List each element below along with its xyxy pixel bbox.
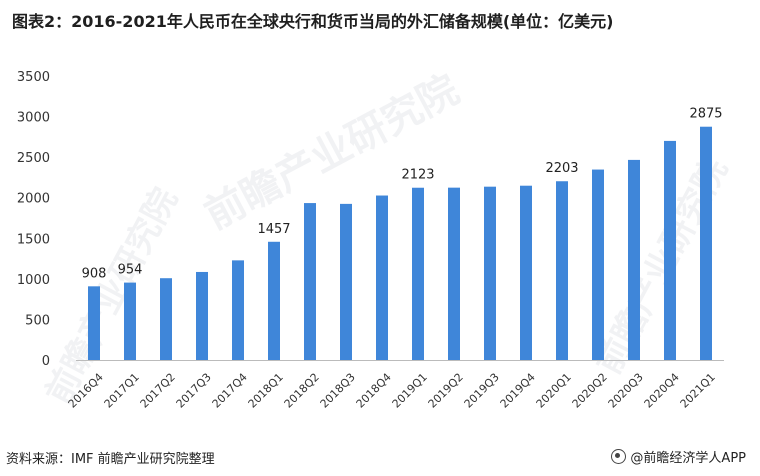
x-tick-label: 2019Q4 [498,371,538,411]
data-label: 1457 [257,222,290,237]
bar [592,169,604,360]
x-tick-label: 2016Q4 [66,371,106,411]
brand-logo-icon [611,449,627,464]
bar [340,203,352,360]
x-tick-label: 2017Q1 [102,371,142,411]
bar [124,282,136,360]
data-label: 908 [82,266,107,281]
bar [520,185,532,360]
y-tick-label: 3000 [17,111,50,126]
bar [232,260,244,360]
x-tick-label: 2018Q1 [246,371,286,411]
x-tick-label: 2018Q4 [354,371,394,411]
data-label: 2123 [401,168,434,183]
x-tick-label: 2018Q3 [318,371,358,411]
bar [628,159,640,360]
x-tick-label: 2018Q2 [282,371,322,411]
x-tick-label: 2019Q1 [390,371,430,411]
y-tick-label: 0 [42,354,50,369]
x-tick-label: 2019Q2 [426,371,466,411]
bar [412,187,424,360]
y-tick-label: 500 [25,313,50,328]
x-tick-label: 2021Q1 [678,371,718,411]
bar [268,241,280,360]
y-tick-label: 2000 [17,192,50,207]
x-tick-label: 2020Q4 [642,371,682,411]
x-tick-label: 2020Q2 [570,371,610,411]
x-tick-label: 2017Q4 [210,371,250,411]
x-tick-label: 2017Q3 [174,371,214,411]
bar [556,181,568,360]
x-tick-label: 2017Q2 [138,371,178,411]
x-tick-label: 2019Q3 [462,371,502,411]
source-note: 资料来源：IMF 前瞻产业研究院整理 [6,452,215,467]
bar [196,271,208,360]
bar [700,126,712,360]
data-label: 954 [118,263,143,278]
brand-credit: @前瞻经济学人APP [611,447,746,466]
chart-title: 图表2：2016-2021年人民币在全球央行和货币当局的外汇储备规模(单位：亿美… [12,12,614,31]
bar [160,278,172,360]
brand-label: @前瞻经济学人APP [630,451,746,466]
bar [376,195,388,360]
bar [88,286,100,360]
y-tick-label: 2500 [17,151,50,166]
bar [448,187,460,360]
data-label: 2875 [689,107,722,122]
bar [664,140,676,360]
y-tick-label: 3500 [17,70,50,85]
x-tick-label: 2020Q3 [606,371,646,411]
data-label: 2203 [545,161,578,176]
y-tick-label: 1000 [17,273,50,288]
bar [304,203,316,360]
x-tick-label: 2020Q1 [534,371,574,411]
y-tick-label: 1500 [17,232,50,247]
bar [484,186,496,360]
